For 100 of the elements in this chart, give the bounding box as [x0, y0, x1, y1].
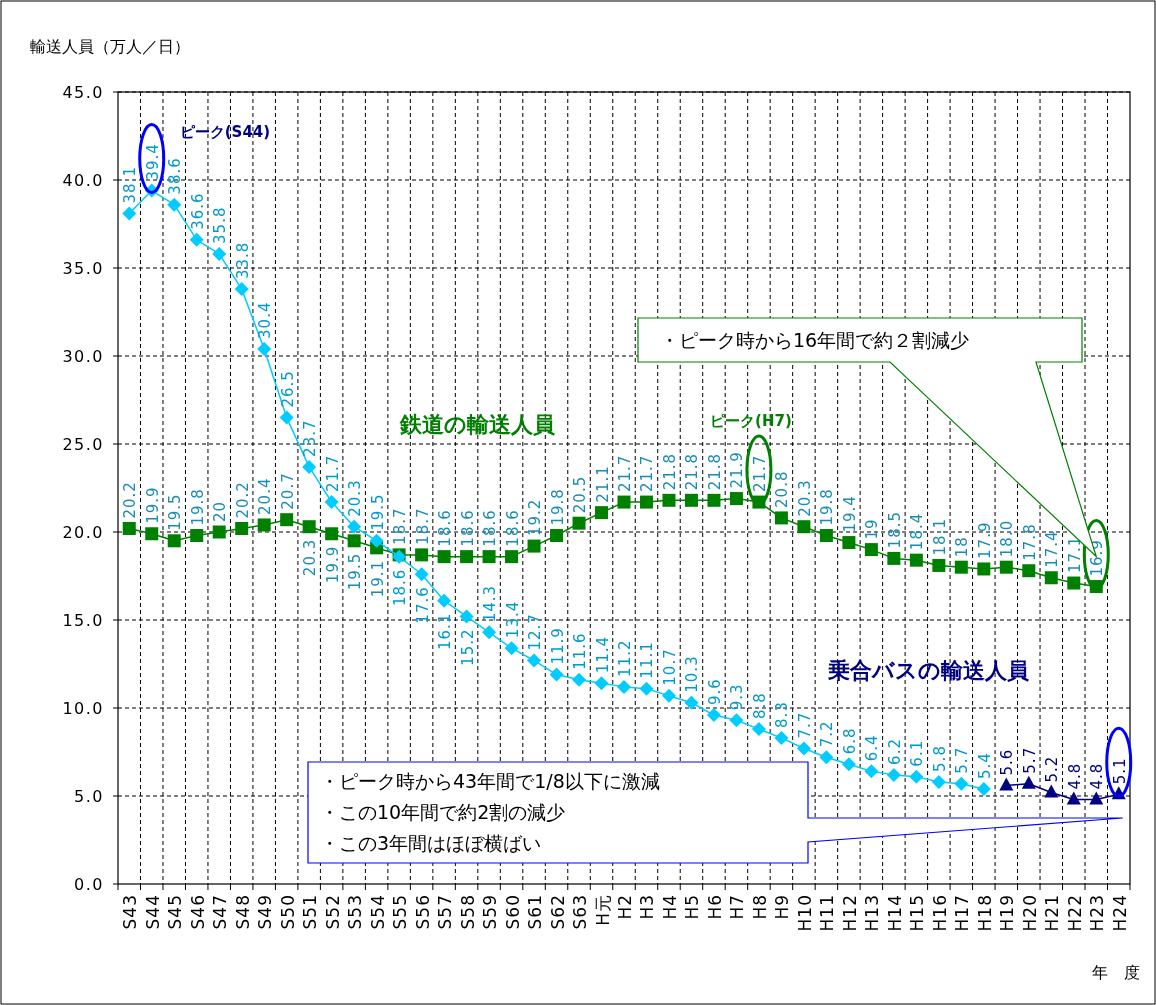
point — [234, 282, 249, 297]
data-label: 19.5 — [368, 493, 387, 531]
data-label: 18.4 — [908, 512, 927, 551]
data-label: 17.4 — [1043, 530, 1062, 568]
point — [842, 536, 856, 550]
point — [774, 511, 788, 525]
point — [189, 232, 204, 247]
x-tick-label: S60 — [502, 894, 523, 930]
x-tick-label: H15 — [907, 894, 928, 932]
point — [279, 410, 294, 425]
data-label: 18.7 — [413, 507, 432, 545]
x-tick-label: H17 — [952, 894, 973, 932]
x-tick-label: S58 — [457, 894, 478, 930]
data-label: 9.6 — [705, 678, 724, 706]
data-label: 30.4 — [256, 301, 275, 339]
annotation: ピーク(S44) — [179, 122, 271, 141]
point — [1089, 791, 1104, 805]
data-label: 20.2 — [233, 481, 252, 519]
data-label: 20.7 — [278, 472, 297, 510]
data-label: 21.7 — [750, 454, 769, 493]
point — [459, 609, 474, 624]
point — [999, 777, 1014, 791]
data-label: 17.8 — [1020, 523, 1039, 561]
point — [1066, 791, 1081, 805]
data-label: 19.8 — [188, 488, 207, 526]
data-label: 21.9 — [728, 451, 747, 489]
data-label: 20.8 — [773, 470, 792, 508]
point — [909, 769, 924, 784]
data-label: 18.7 — [391, 507, 410, 545]
x-tick-label: H16 — [929, 894, 950, 932]
point — [482, 625, 497, 640]
data-label: 5.7 — [953, 746, 972, 774]
point — [661, 688, 676, 703]
x-tick-label: H14 — [884, 894, 905, 932]
x-tick-label: S52 — [322, 894, 343, 930]
point — [572, 516, 586, 530]
data-label: 6.4 — [863, 734, 882, 762]
x-tick-label: H19 — [997, 894, 1018, 932]
point — [145, 527, 159, 541]
point — [864, 543, 878, 557]
annotation: ・この3年間はほぼ横ばい — [320, 832, 542, 854]
point — [504, 641, 519, 656]
data-label: 21.7 — [323, 454, 342, 493]
data-label: 19.8 — [548, 488, 567, 526]
x-tick-label: H3 — [637, 894, 658, 920]
data-label: 21.8 — [705, 452, 724, 491]
point — [864, 764, 879, 779]
point — [122, 206, 137, 221]
data-label: 5.4 — [975, 752, 994, 779]
annotation: ・この10年間で約2割の減少 — [320, 801, 566, 823]
point — [909, 553, 923, 567]
point — [302, 459, 317, 474]
data-label: 20.3 — [346, 479, 365, 517]
x-tick-label: S57 — [435, 894, 456, 930]
point — [437, 593, 452, 608]
data-label: 19.1 — [368, 559, 387, 598]
x-tick-label: H20 — [1019, 894, 1040, 932]
data-label: 7.7 — [795, 711, 814, 739]
y-tick-label: 30.0 — [62, 347, 104, 366]
point — [595, 506, 609, 520]
point — [999, 560, 1013, 574]
data-label: 39.4 — [143, 143, 162, 181]
y-tick-label: 40.0 — [62, 171, 104, 190]
data-label: 18.6 — [458, 509, 477, 547]
y-tick-label: 25.0 — [62, 435, 104, 454]
data-label: 13.4 — [503, 600, 522, 639]
data-label: 9.3 — [728, 683, 747, 711]
point — [639, 495, 653, 509]
data-label: 12.7 — [526, 613, 545, 651]
data-label: 21.8 — [660, 452, 679, 491]
x-tick-label: S62 — [547, 894, 568, 930]
point — [527, 653, 542, 668]
data-label: 20.3 — [301, 538, 320, 577]
data-label: 18.6 — [481, 509, 500, 547]
x-axis-title: 年 度 — [1092, 963, 1140, 982]
data-label: 21.8 — [683, 452, 702, 491]
data-label: 18.1 — [930, 518, 949, 556]
point — [212, 246, 227, 261]
annotation: ピーク(H7) — [710, 412, 792, 431]
point — [841, 757, 856, 772]
data-label: 38.1 — [121, 166, 140, 204]
point — [257, 518, 271, 532]
data-label: 19.5 — [166, 493, 185, 531]
y-tick-label: 45.0 — [62, 83, 104, 102]
data-label: 19.9 — [323, 545, 342, 584]
x-tick-label: S46 — [187, 894, 208, 930]
point — [684, 695, 699, 710]
x-tick-label: H4 — [659, 894, 680, 920]
point — [819, 529, 833, 543]
point — [167, 197, 182, 212]
data-label: 18.6 — [391, 568, 410, 607]
x-tick-label: S51 — [300, 894, 321, 930]
x-tick-label: S48 — [232, 894, 253, 930]
data-label: 16.1 — [436, 612, 455, 651]
point — [1044, 571, 1058, 585]
point — [931, 774, 946, 789]
point — [977, 562, 991, 576]
point — [887, 551, 901, 565]
data-label: 8.8 — [750, 692, 769, 720]
x-tick-label: H10 — [794, 894, 815, 932]
